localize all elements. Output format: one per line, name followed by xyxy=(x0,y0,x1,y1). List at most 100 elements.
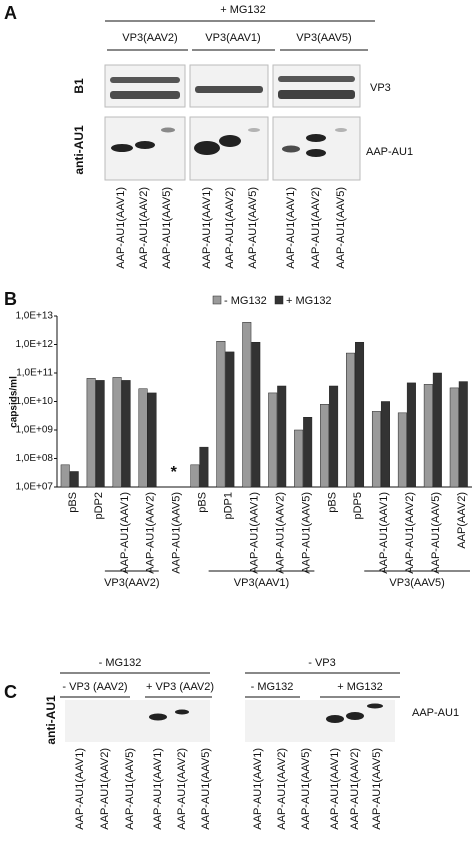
bar xyxy=(346,352,356,488)
bar xyxy=(329,385,339,488)
group-label: - VP3 (AAV2) xyxy=(62,681,127,693)
bar xyxy=(397,412,407,488)
bar xyxy=(60,464,70,488)
lane-label: AAP-AU1(AAV5) xyxy=(300,492,312,574)
bar xyxy=(251,341,261,488)
row-label: anti-AU1 xyxy=(72,125,86,175)
y-tick-label: 1,0E+12 xyxy=(15,339,53,350)
legend-label: + MG132 xyxy=(286,295,332,307)
lane-label: AAP-AU1(AAV1) xyxy=(74,748,86,830)
row-label: anti-AU1 xyxy=(44,695,58,745)
bar xyxy=(69,471,79,488)
lane-label: AAP-AU1(AAV2) xyxy=(310,187,322,269)
lane-label: AAP-AU1(AAV2) xyxy=(349,748,361,830)
blot-c xyxy=(65,700,395,742)
legend-label: - MG132 xyxy=(224,295,267,307)
lane-label: AAP-AU1(AAV2) xyxy=(224,187,236,269)
group-label: VP3(AAV2) xyxy=(104,577,159,589)
lane-label: AAP-AU1(AAV2) xyxy=(99,748,111,830)
bar xyxy=(121,380,131,488)
lane-label: AAP-AU1(AAV5) xyxy=(124,748,136,830)
lane-label: AAP-AU1(AAV5) xyxy=(200,748,212,830)
annotation: * xyxy=(171,464,178,481)
bar xyxy=(380,401,390,488)
lane-label: AAP-AU1(AAV1) xyxy=(285,187,297,269)
bar xyxy=(138,388,148,488)
panel-label: B xyxy=(4,289,17,309)
group-label: + VP3 (AAV2) xyxy=(146,681,214,693)
bar xyxy=(268,392,278,488)
band-label: VP3 xyxy=(370,82,391,94)
band-label: AAP-AU1 xyxy=(412,707,459,719)
row-label: B1 xyxy=(72,78,86,94)
y-axis-label: capsids/ml xyxy=(9,376,20,428)
bar xyxy=(216,341,226,488)
lane-label: pBS xyxy=(67,492,79,513)
group-label: + MG132 xyxy=(337,681,383,693)
bar xyxy=(190,464,200,488)
lane-label: AAP-AU1(AAV2) xyxy=(404,492,416,574)
y-tick-label: 1,0E+10 xyxy=(15,396,53,407)
group-label: VP3(AAV5) xyxy=(296,32,351,44)
header: - VP3 xyxy=(308,657,336,669)
lane-label: pBS xyxy=(326,492,338,513)
lane-label: AAP-AU1(AAV1) xyxy=(115,187,127,269)
bar xyxy=(371,411,381,488)
lane-label: pDP2 xyxy=(93,492,105,520)
lane-label: AAP-AU1(AAV1) xyxy=(201,187,213,269)
bar xyxy=(294,429,304,488)
group-label: VP3(AAV1) xyxy=(205,32,260,44)
legend-swatch xyxy=(212,295,222,305)
lane-label: pDP5 xyxy=(352,492,364,520)
bar xyxy=(406,382,416,488)
lane-label: AAP-AU1(AAV5) xyxy=(371,748,383,830)
bar xyxy=(320,404,330,488)
bands-a xyxy=(110,76,355,157)
band-label: AAP-AU1 xyxy=(366,146,413,158)
group-label: - MG132 xyxy=(251,681,294,693)
legend-swatch xyxy=(274,295,284,305)
bar xyxy=(199,446,209,488)
bar xyxy=(112,377,122,488)
lane-label: AAP-AU1(AAV1) xyxy=(378,492,390,574)
lane-label: AAP-AU1(AAV5) xyxy=(171,492,183,574)
bar xyxy=(147,392,157,488)
bar xyxy=(95,380,105,488)
y-tick-label: 1,0E+09 xyxy=(15,425,53,436)
panel-label: C xyxy=(4,682,17,702)
lane-label: AAP-AU1(AAV5) xyxy=(247,187,259,269)
y-tick-label: 1,0E+11 xyxy=(16,368,53,379)
bar xyxy=(86,378,96,488)
bar xyxy=(277,385,287,488)
lane-label: AAP-AU1(AAV1) xyxy=(248,492,260,574)
bar xyxy=(303,417,313,488)
lane-label: AAP-AU1(AAV1) xyxy=(152,748,164,830)
lane-label: AAP-AU1(AAV2) xyxy=(138,187,150,269)
lane-label: AAP-AU1(AAV2) xyxy=(145,492,157,574)
y-tick-label: 1,0E+13 xyxy=(15,311,53,322)
header: - MG132 xyxy=(99,657,142,669)
lane-label: AAP-AU1(AAV5) xyxy=(430,492,442,574)
lane-label: pDP1 xyxy=(223,492,235,520)
bar xyxy=(355,341,365,488)
lane-label: AAP(AAV2) xyxy=(456,492,468,549)
lane-label: AAP-AU1(AAV5) xyxy=(300,748,312,830)
y-tick-label: 1,0E+08 xyxy=(15,453,53,464)
lane-label: AAP-AU1(AAV1) xyxy=(119,492,131,574)
bar xyxy=(432,372,442,488)
group-label: VP3(AAV1) xyxy=(234,577,289,589)
bar xyxy=(449,387,459,488)
lane-label: AAP-AU1(AAV2) xyxy=(176,748,188,830)
lane-label: AAP-AU1(AAV1) xyxy=(329,748,341,830)
bar xyxy=(458,381,468,488)
treatment: + MG132 xyxy=(220,4,266,16)
bar xyxy=(225,351,235,488)
lane-label: AAP-AU1(AAV5) xyxy=(161,187,173,269)
group-label: VP3(AAV2) xyxy=(122,32,177,44)
y-tick-label: 1,0E+07 xyxy=(15,482,53,493)
bands-c xyxy=(149,703,383,723)
bracket-lines xyxy=(60,20,400,698)
lane-label: AAP-AU1(AAV2) xyxy=(274,492,286,574)
group-label: VP3(AAV5) xyxy=(389,577,444,589)
